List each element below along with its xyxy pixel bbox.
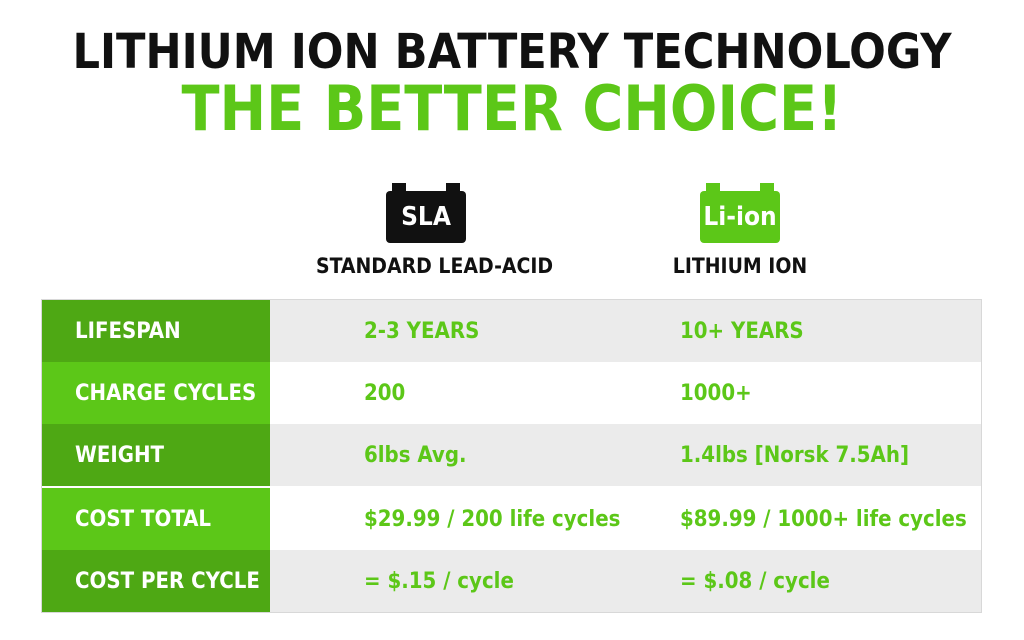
li-ion-battery-icon: Li-ion <box>700 183 780 243</box>
sla-value: 6lbs Avg. <box>364 442 467 468</box>
page-subtitle: THE BETTER CHOICE! <box>181 72 843 145</box>
li-ion-value: $89.99 / 1000+ life cycles <box>680 506 967 532</box>
sla-value: 200 <box>364 380 406 406</box>
page-title: LITHIUM ION BATTERY TECHNOLOGY <box>72 24 952 80</box>
sla-value: 2-3 YEARS <box>364 318 480 344</box>
table-row-lifespan: LIFESPAN 2-3 YEARS 10+ YEARS <box>42 300 981 362</box>
table-row-charge-cycles: CHARGE CYCLES 200 1000+ <box>42 362 981 424</box>
table-row-weight: WEIGHT 6lbs Avg. 1.4lbs [Norsk 7.5Ah] <box>42 424 981 486</box>
row-label: COST PER CYCLE <box>42 550 270 612</box>
row-label: CHARGE CYCLES <box>42 362 270 424</box>
li-ion-value: 1000+ <box>680 380 752 406</box>
li-ion-value: 10+ YEARS <box>680 318 804 344</box>
sla-column-label: STANDARD LEAD-ACID <box>316 254 554 278</box>
row-label: LIFESPAN <box>42 300 270 362</box>
table-row-cost-per-cycle: COST PER CYCLE = $.15 / cycle = $.08 / c… <box>42 550 981 612</box>
sla-value: $29.99 / 200 life cycles <box>364 506 621 532</box>
sla-value: = $.15 / cycle <box>364 568 514 594</box>
li-ion-value: = $.08 / cycle <box>680 568 830 594</box>
sla-battery-icon: SLA <box>386 183 466 243</box>
li-ion-value: 1.4lbs [Norsk 7.5Ah] <box>680 442 910 468</box>
comparison-table: LIFESPAN 2-3 YEARS 10+ YEARS CHARGE CYCL… <box>41 299 982 613</box>
row-label: COST TOTAL <box>42 488 270 550</box>
table-row-cost-total: COST TOTAL $29.99 / 200 life cycles $89.… <box>42 488 981 550</box>
li-ion-column-label: LITHIUM ION <box>672 254 808 278</box>
row-label: WEIGHT <box>42 424 270 486</box>
li-ion-badge: Li-ion <box>700 191 780 243</box>
sla-badge: SLA <box>386 191 466 243</box>
